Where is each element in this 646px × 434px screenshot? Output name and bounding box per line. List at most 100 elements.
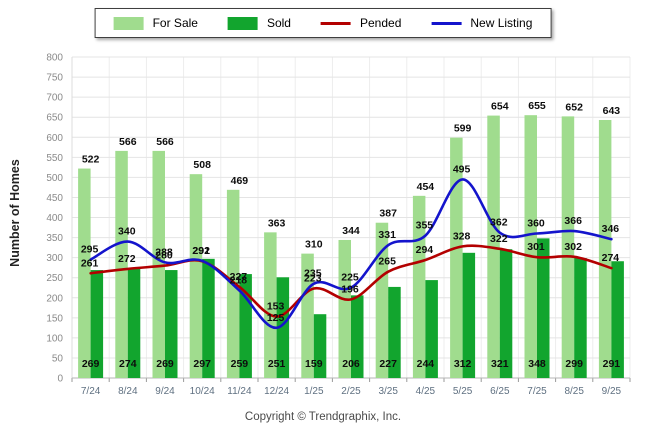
- y-tick-label: 500: [46, 173, 63, 184]
- sold-bar: [313, 314, 327, 378]
- for-sale-value-label: 344: [342, 225, 360, 237]
- y-tick-label: 300: [46, 253, 63, 264]
- for-sale-value-label: 643: [603, 105, 621, 117]
- pended-value-label: 272: [118, 253, 136, 265]
- legend-label-new-listing: New Listing: [470, 16, 533, 30]
- legend-label-sold: Sold: [266, 16, 291, 30]
- pended-value-label: 265: [378, 256, 396, 268]
- copyright-text: Copyright © Trendgraphix, Inc.: [244, 411, 402, 423]
- x-tick-label: 5/25: [453, 386, 473, 397]
- pended-value-label: 294: [416, 244, 434, 256]
- for-sale-value-label: 655: [528, 100, 546, 112]
- new-listing-value-label: 346: [602, 223, 620, 235]
- sold-bar: [388, 286, 401, 378]
- y-tick-label: 750: [46, 73, 63, 84]
- x-tick-label: 9/25: [602, 386, 622, 397]
- x-tick-label: 6/25: [490, 386, 510, 397]
- new-listing-value-label: 288: [155, 246, 173, 258]
- bars-sold: [90, 238, 624, 378]
- pended-value-label: 223: [304, 273, 322, 285]
- pended-swatch-icon: [320, 21, 351, 25]
- y-tick-label: 0: [57, 374, 63, 385]
- for-sale-bar: [375, 222, 389, 378]
- pended-value-label: 261: [81, 257, 99, 269]
- sold-bar: [537, 238, 550, 378]
- sold-bar: [499, 249, 513, 378]
- sold-bar: [351, 295, 364, 378]
- for-sale-bar: [524, 115, 537, 379]
- y-tick-label: 550: [46, 153, 63, 164]
- sold-value-label: 348: [528, 358, 546, 370]
- for-sale-value-label: 599: [454, 123, 472, 135]
- pended-value-label: 274: [602, 252, 620, 264]
- legend-item-new-listing: New Listing: [431, 16, 532, 30]
- legend: For Sale Sold Pended New Listing: [94, 8, 552, 38]
- sold-value-label: 251: [268, 358, 286, 370]
- y-tick-label: 400: [46, 213, 63, 224]
- new-listing-value-label: 225: [341, 272, 359, 284]
- sold-bar: [202, 258, 215, 378]
- new-listing-value-label: 235: [304, 268, 322, 280]
- pended-value-label: 322: [490, 233, 508, 245]
- y-tick-label: 150: [46, 313, 63, 324]
- legend-item-for-sale: For Sale: [113, 16, 198, 30]
- y-tick-label: 200: [46, 293, 63, 304]
- x-tick-label: 7/24: [81, 386, 101, 397]
- x-tick-label: 11/24: [227, 386, 252, 397]
- pended-value-label: 302: [564, 241, 582, 253]
- sold-bar: [127, 268, 141, 378]
- y-tick-label: 800: [46, 53, 63, 64]
- y-tick-label: 700: [46, 93, 63, 104]
- y-tick-label: 650: [46, 113, 63, 124]
- for-sale-swatch-icon: [113, 16, 144, 30]
- sold-value-label: 244: [417, 358, 435, 370]
- for-sale-bar: [598, 119, 612, 378]
- y-tick-label: 100: [46, 333, 63, 344]
- sold-value-label: 274: [119, 358, 137, 370]
- sold-value-label: 259: [231, 358, 249, 370]
- for-sale-value-label: 654: [491, 101, 509, 113]
- sold-value-label: 312: [454, 358, 472, 370]
- for-sale-bar: [338, 239, 351, 378]
- sold-bar: [462, 252, 476, 378]
- pended-value-label: 153: [267, 301, 285, 313]
- for-sale-bar: [264, 232, 277, 378]
- for-sale-bar: [450, 137, 463, 378]
- value-labels: 522 566 566 508 469 363 310 344 387 454 599 654 655 6…: [81, 100, 620, 370]
- new-listing-value-label: 340: [118, 226, 136, 238]
- sold-bar: [165, 270, 178, 378]
- for-sale-value-label: 363: [268, 217, 286, 229]
- pended-value-label: 291: [192, 245, 210, 257]
- x-tick-label: 4/25: [416, 386, 436, 397]
- sold-value-label: 291: [603, 358, 621, 370]
- for-sale-value-label: 508: [193, 159, 211, 171]
- new-listing-value-label: 495: [453, 163, 471, 175]
- sold-bar: [574, 258, 587, 378]
- new-listing-value-label: 362: [490, 217, 508, 229]
- x-axis-labels: 7/24 8/24 9/24 10/24 11/24 12/24 1/25 2/25 3/25 4…: [81, 386, 622, 397]
- x-tick-label: 7/25: [527, 386, 547, 397]
- x-tick-label: 8/24: [118, 386, 138, 397]
- x-tick-label: 9/24: [155, 386, 175, 397]
- legend-label-for-sale: For Sale: [152, 16, 198, 30]
- sold-value-label: 269: [82, 358, 100, 370]
- legend-item-sold: Sold: [227, 16, 291, 30]
- y-tick-label: 350: [46, 233, 63, 244]
- x-tick-label: 10/24: [190, 386, 215, 397]
- for-sale-value-label: 566: [156, 136, 174, 148]
- y-tick-label: 250: [46, 273, 63, 284]
- new-listing-value-label: 331: [378, 229, 396, 241]
- new-listing-value-label: 360: [527, 218, 545, 230]
- for-sale-bar: [189, 174, 203, 378]
- x-tick-label: 1/25: [304, 386, 324, 397]
- bars-for-sale: [78, 115, 612, 379]
- new-listing-value-label: 366: [564, 215, 582, 227]
- new-listing-swatch-icon: [431, 21, 462, 25]
- sold-value-label: 299: [565, 358, 583, 370]
- new-listing-value-label: 295: [81, 244, 99, 256]
- new-listing-line: [89, 178, 613, 330]
- for-sale-bar: [115, 150, 128, 378]
- pended-value-label: 227: [230, 271, 248, 283]
- new-listing-value-label: 125: [267, 312, 285, 324]
